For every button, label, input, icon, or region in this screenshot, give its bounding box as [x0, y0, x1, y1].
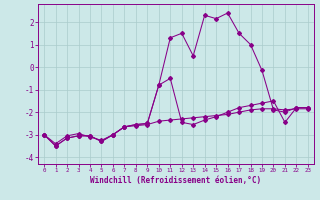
X-axis label: Windchill (Refroidissement éolien,°C): Windchill (Refroidissement éolien,°C) [91, 176, 261, 185]
